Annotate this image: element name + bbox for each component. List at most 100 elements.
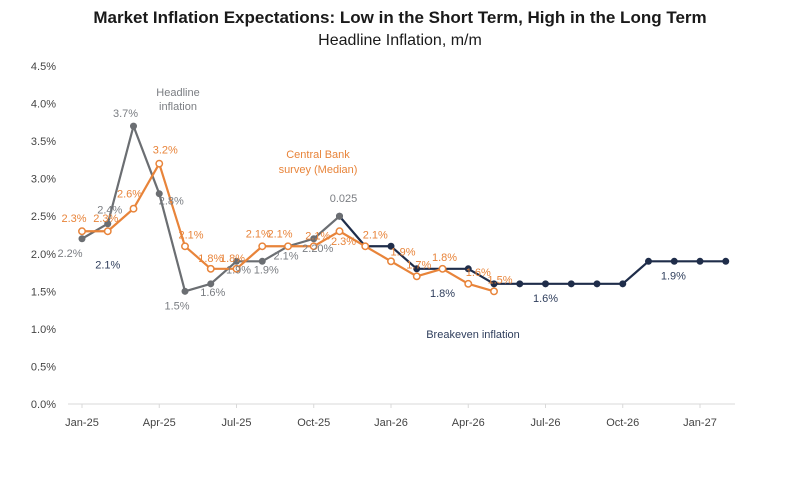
central-bank-survey-median-point (438, 264, 447, 273)
central-bank-survey-median-point (335, 227, 344, 236)
headline-data-label: 1.9% (226, 264, 251, 276)
central-bank-survey-median-point (309, 242, 318, 251)
survey-data-label: 1.9% (390, 246, 415, 258)
central-bank-survey-median-point (181, 242, 189, 251)
headline-data-label: 2.2% (57, 248, 82, 260)
x-tick-label: Jul-26 (531, 417, 561, 429)
x-tick-label: Apr-26 (452, 417, 485, 429)
y-tick-label: 1.0% (31, 324, 56, 336)
survey-data-label: 1.6% (466, 267, 491, 279)
survey-data-label: 2.1% (246, 228, 271, 240)
central-bank-survey-median-point (464, 279, 473, 288)
headline-data-label: 2.8% (159, 196, 184, 208)
headline-data-label: 1.5% (164, 300, 189, 312)
breakeven-data-label: 1.9% (661, 270, 686, 282)
breakeven-inflation-point (490, 280, 498, 288)
breakeven-data-label: 1.6% (533, 293, 558, 305)
chart-title: Market Inflation Expectations: Low in th… (93, 8, 707, 27)
survey-data-label: 2.1% (267, 228, 292, 240)
breakeven-inflation-point (645, 257, 652, 265)
x-tick-label: Oct-25 (297, 417, 330, 429)
y-tick-label: 2.5% (31, 211, 56, 223)
headline-data-label: 1.6% (200, 287, 225, 299)
breakeven-inflation-point (593, 280, 601, 288)
survey-data-label: 2.1% (363, 229, 388, 241)
y-tick-label: 4.0% (31, 99, 56, 111)
headline-data-label: 3.7% (113, 108, 138, 120)
breakeven-inflation-point (542, 280, 549, 288)
headline-data-label: 0.025 (330, 193, 358, 205)
breakeven-inflation-point (413, 265, 421, 273)
x-tick-label: Jan-25 (65, 417, 99, 429)
headline-data-label: 1.9% (254, 264, 279, 276)
breakeven-inflation-point (464, 265, 472, 273)
headline-data-label: 2.20% (302, 243, 333, 255)
breakeven-inflation-point (567, 280, 575, 288)
central-bank-survey-median-point (284, 242, 292, 251)
y-tick-label: 2.0% (31, 249, 56, 261)
breakeven-inflation-point (516, 280, 524, 288)
headline-data-label: 2.4% (97, 205, 122, 217)
headline-inflation-point (258, 257, 266, 265)
central-bank-survey-median-point (78, 227, 86, 236)
central-bank-survey-median-point (155, 159, 164, 168)
central-bank-survey-median-point (387, 257, 395, 266)
survey-data-label: 2.3% (93, 213, 118, 225)
breakeven-inflation-line (338, 215, 726, 285)
central-bank-survey-median-point (412, 272, 421, 281)
breakeven-inflation-point (696, 257, 704, 265)
survey-data-label: 2.3% (331, 236, 356, 248)
headline-data-label: 2.1% (273, 250, 298, 262)
central-bank-survey-median-point (103, 227, 112, 236)
survey-data-label: 2.1% (305, 230, 330, 242)
headline-inflation-point (155, 190, 163, 198)
y-tick-label: 0.0% (31, 399, 56, 411)
survey-data-label: 2.6% (117, 189, 142, 201)
y-tick-label: 3.0% (31, 174, 56, 186)
y-tick-label: 4.5% (31, 61, 56, 73)
headline-inflation-point (78, 235, 86, 243)
central-bank-survey-median-point (206, 264, 215, 273)
headline-inflation-point (233, 257, 240, 265)
x-tick-label: Jan-27 (683, 417, 717, 429)
breakeven-inflation-point (387, 242, 395, 250)
survey-data-label: 1.7% (406, 259, 431, 271)
headline-inflation-point (310, 235, 318, 243)
headline-inflation-point (130, 122, 137, 130)
survey-data-label: 1.5% (487, 274, 512, 286)
headline-inflation-point (207, 280, 215, 288)
breakeven-series-label: Breakeven inflation (426, 329, 520, 341)
y-tick-label: 3.5% (31, 136, 56, 148)
x-tick-label: Apr-25 (143, 417, 176, 429)
breakeven-data-label: 1.8% (430, 288, 455, 300)
survey-data-label: 1.8% (432, 252, 457, 264)
survey-data-label: 3.2% (153, 145, 178, 157)
headline-inflation-point (104, 220, 112, 228)
headline-series-label: inflation (159, 101, 197, 113)
central-bank-survey-median-point (129, 204, 138, 213)
central-bank-survey-median-point (361, 242, 370, 251)
headline-inflation-point (336, 212, 343, 220)
chart-subtitle: Headline Inflation, m/m (318, 32, 482, 49)
breakeven-inflation-point (670, 257, 678, 265)
x-tick-label: Jul-25 (222, 417, 252, 429)
breakeven-data-label: 2.1% (95, 259, 120, 271)
survey-data-label: 1.8% (198, 253, 223, 265)
survey-series-label: Central Bank (286, 149, 350, 161)
survey-data-label: 2.1% (178, 229, 203, 241)
x-tick-label: Oct-26 (606, 417, 639, 429)
headline-series-label: Headline (156, 87, 199, 99)
central-bank-survey-median-point (232, 264, 241, 273)
y-tick-label: 0.5% (31, 361, 56, 373)
x-tick-label: Jan-26 (374, 417, 408, 429)
survey-data-label: 1.8% (220, 253, 245, 265)
headline-inflation-point (181, 287, 189, 295)
central-bank-survey-median-point (490, 287, 498, 296)
central-bank-survey-median-point (258, 242, 267, 251)
breakeven-inflation-point (619, 280, 627, 288)
survey-data-label: 2.3% (61, 213, 86, 225)
breakeven-inflation-point (722, 257, 730, 265)
y-tick-label: 1.5% (31, 286, 56, 298)
survey-series-label: survey (Median) (279, 164, 358, 176)
